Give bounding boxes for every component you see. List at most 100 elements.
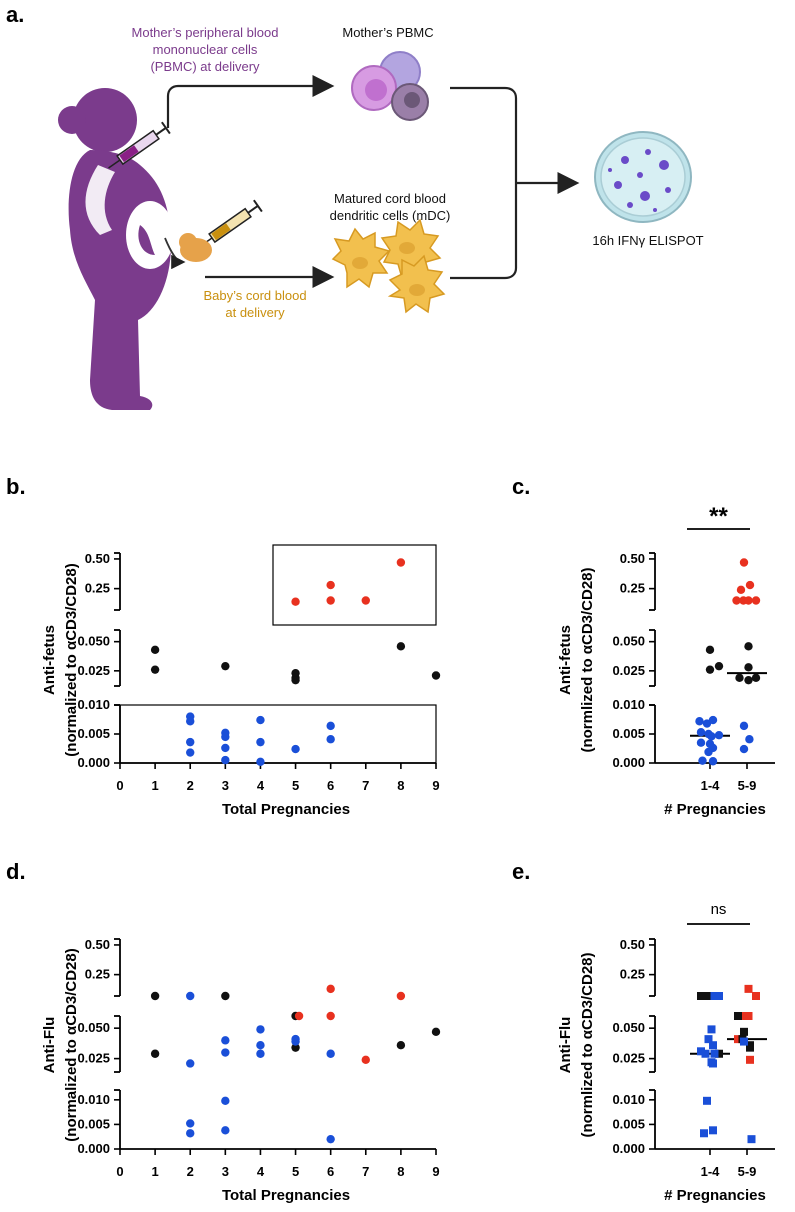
data-point (705, 645, 715, 655)
data-point (739, 721, 749, 731)
x-tick-label: 6 (327, 778, 334, 793)
data-point (186, 748, 195, 757)
y-tick-label: 0.025 (77, 1051, 110, 1066)
data-point (707, 732, 716, 741)
panel-label-d: d. (6, 859, 26, 884)
data-point (326, 580, 335, 590)
y-tick-label: 0.50 (85, 551, 110, 566)
pbmc-label: Mother’s PBMC (342, 25, 433, 40)
x-tick-label: 4 (257, 1164, 265, 1179)
cord-blood-label-2: at delivery (225, 305, 285, 320)
x-tick-label: 8 (397, 1164, 404, 1179)
data-point (256, 737, 265, 747)
data-point (709, 1126, 717, 1135)
data-point (745, 735, 754, 744)
x-tick-label: 5-9 (738, 778, 757, 793)
data-point (715, 992, 723, 1000)
y-tick-label: 0.25 (85, 581, 110, 596)
data-point (396, 642, 406, 651)
data-point (186, 1119, 195, 1128)
x-tick-label: 7 (362, 778, 369, 793)
x-tick-label: 1 (151, 778, 158, 793)
arrow-merge (450, 86, 518, 280)
data-point (221, 1036, 230, 1045)
syringe-icon (200, 199, 263, 247)
petri-dish-icon (594, 131, 692, 223)
data-point (697, 992, 705, 1000)
data-point (150, 645, 160, 655)
data-point (326, 735, 335, 744)
data-point (708, 757, 718, 766)
data-point (739, 558, 749, 567)
highlight-box-high (272, 544, 437, 626)
data-point (700, 1129, 708, 1138)
data-point (221, 732, 230, 742)
significance-label: ns (711, 901, 727, 918)
data-point (744, 984, 753, 993)
panel-a: a. (6, 2, 704, 410)
data-point (714, 661, 724, 671)
data-point (751, 673, 761, 683)
x-tick-label: 5 (292, 1164, 299, 1179)
data-point (709, 1041, 717, 1050)
panel-label-c: c. (512, 474, 530, 499)
fetus-icon (164, 233, 212, 270)
data-point (695, 717, 704, 726)
data-point (256, 715, 265, 725)
data-point (696, 728, 706, 737)
data-point (326, 1049, 335, 1058)
data-point (696, 738, 706, 747)
y-tick-label: 0.025 (612, 1051, 645, 1066)
data-point (740, 1037, 748, 1046)
data-point (294, 1011, 304, 1021)
x-tick-label: 6 (327, 1164, 334, 1179)
y-axis-title: Anti-Flu (41, 1017, 58, 1074)
y-tick-label: 0.000 (612, 755, 645, 770)
mother-pbmc-source-label-3: (PBMC) at delivery (150, 59, 260, 74)
data-point (326, 1011, 335, 1021)
data-point (735, 673, 744, 683)
mother-pbmc-source-label-1: Mother’s peripheral blood (132, 25, 279, 40)
data-point (744, 663, 753, 672)
data-point (746, 1055, 754, 1064)
x-axis-title: Total Pregnancies (222, 801, 350, 818)
x-tick-label: 7 (362, 1164, 369, 1179)
x-tick-label: 2 (187, 1164, 194, 1179)
data-point (708, 715, 718, 725)
data-point (698, 756, 707, 765)
x-tick-label: 9 (432, 778, 439, 793)
data-point (326, 721, 335, 731)
data-point (704, 747, 713, 757)
y-tick-label: 0.000 (77, 1141, 110, 1156)
mdc-label-2: dendritic cells (mDC) (330, 208, 451, 223)
y-tick-label: 0.000 (612, 1141, 645, 1156)
data-point (186, 737, 195, 747)
y-tick-label: 0.050 (612, 1020, 645, 1035)
data-point (744, 675, 753, 685)
panel-label-e: e. (512, 859, 530, 884)
data-point (256, 1049, 265, 1058)
x-tick-label: 0 (116, 1164, 123, 1179)
data-point (150, 991, 160, 1001)
data-point (291, 1043, 300, 1052)
data-point (431, 671, 441, 680)
data-point (186, 1129, 195, 1138)
data-point (221, 755, 230, 765)
data-point (256, 1025, 265, 1034)
x-tick-label: 1-4 (701, 1164, 721, 1179)
data-point (256, 1041, 265, 1050)
chart-c: 0.000 0.005 0.010 0.025 0.050 0.25 0.50 1-4 5-9 #… (557, 503, 775, 818)
data-point (744, 596, 753, 605)
pbmc-cells-icon (351, 51, 429, 121)
data-point (186, 991, 195, 1001)
data-point (739, 744, 749, 754)
y-axis-title: Anti-Flu (557, 1017, 574, 1074)
y-tick-label: 0.025 (612, 663, 645, 678)
y-tick-label: 0.005 (612, 726, 645, 741)
highlight-box-low (119, 704, 437, 764)
data-point (221, 991, 230, 1001)
y-tick-label: 0.25 (620, 581, 645, 596)
data-point (704, 1035, 713, 1044)
data-point (701, 1049, 710, 1058)
data-point (186, 1059, 195, 1068)
